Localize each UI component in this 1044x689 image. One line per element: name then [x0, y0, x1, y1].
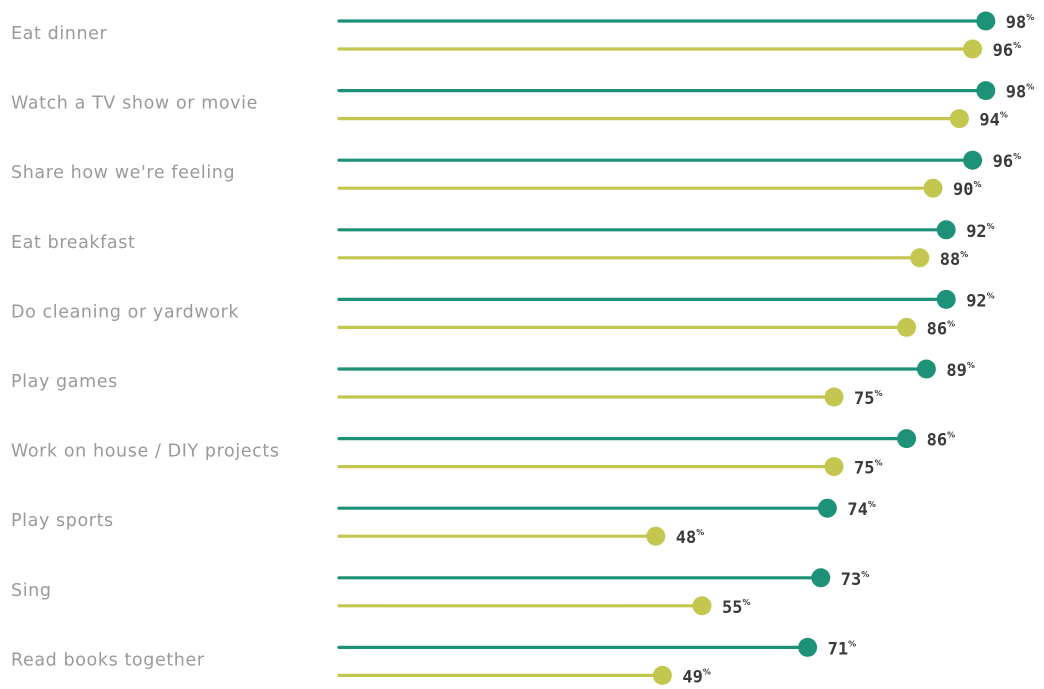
series-2-dot [646, 526, 666, 546]
value-label: 49% [682, 667, 711, 687]
category-group: Read books together 71% 49% [11, 637, 857, 687]
series-1-dot [798, 637, 818, 657]
value-label: 92% [966, 222, 995, 242]
series-1-dot [897, 429, 917, 449]
value-label: 74% [847, 500, 876, 520]
category-group: Eat breakfast 92% 88% [11, 220, 995, 270]
category-group: Watch a TV show or movie 98% 94% [11, 81, 1034, 131]
value-label: 73% [841, 570, 870, 590]
category-group: Sing 73% 55% [11, 568, 869, 618]
value-label: 98% [1006, 83, 1035, 103]
value-label: 94% [979, 111, 1008, 131]
value-label: 75% [854, 459, 883, 479]
category-label: Play sports [11, 511, 114, 531]
series-2-dot [897, 317, 917, 337]
value-label: 86% [927, 319, 956, 339]
series-2-dot [824, 457, 844, 477]
series-1-dot [976, 11, 996, 31]
series-1-dot [811, 568, 831, 588]
category-label: Work on house / DIY projects [11, 442, 280, 462]
series-1-dot [817, 498, 837, 518]
category-label: Share how we're feeling [11, 163, 235, 183]
category-label: Eat dinner [11, 24, 108, 44]
value-label: 96% [993, 41, 1022, 61]
series-2-dot [824, 387, 844, 407]
category-group: Do cleaning or yardwork 92% 86% [11, 289, 995, 339]
category-group: Play games 89% 75% [11, 359, 975, 409]
category-group: Work on house / DIY projects 86% 75% [11, 429, 955, 479]
category-label: Watch a TV show or movie [11, 94, 258, 114]
value-label: 98% [1006, 13, 1035, 33]
series-2-dot [692, 596, 712, 616]
category-label: Do cleaning or yardwork [11, 302, 239, 322]
category-group: Play sports 74% 48% [11, 498, 876, 548]
value-label: 90% [953, 180, 982, 200]
value-label: 88% [940, 250, 969, 270]
series-2-dot [923, 178, 943, 198]
value-label: 75% [854, 389, 883, 409]
category-label: Play games [11, 372, 118, 392]
category-label: Eat breakfast [11, 233, 135, 253]
value-label: 89% [946, 361, 975, 381]
series-2-dot [963, 39, 983, 59]
series-2-dot [910, 248, 930, 268]
value-label: 86% [927, 431, 956, 451]
series-1-dot [963, 150, 983, 170]
series-2-dot [652, 665, 672, 685]
series-1-dot [936, 220, 956, 240]
value-label: 92% [966, 291, 995, 311]
category-label: Read books together [11, 650, 205, 670]
value-label: 48% [676, 528, 705, 548]
value-label: 96% [993, 152, 1022, 172]
value-label: 71% [828, 639, 857, 659]
series-1-dot [916, 359, 936, 379]
series-1-dot [936, 289, 956, 309]
category-group: Share how we're feeling 96% 90% [11, 150, 1022, 200]
value-label: 55% [722, 598, 751, 618]
category-label: Sing [11, 581, 52, 601]
series-2-dot [949, 109, 969, 129]
series-1-dot [976, 81, 996, 101]
category-group: Eat dinner 98% 96% [11, 11, 1035, 61]
